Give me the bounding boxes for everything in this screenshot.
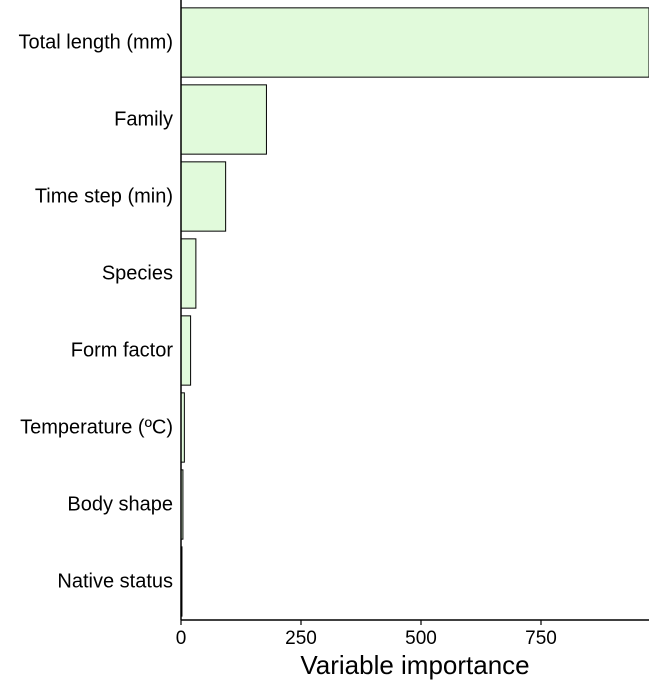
y-tick-label-1: Family xyxy=(114,109,173,131)
y-tick-label-5: Temperature (ºC) xyxy=(20,417,173,439)
bar-4 xyxy=(180,315,192,386)
bar-3 xyxy=(180,238,197,309)
bars-group xyxy=(180,7,649,617)
y-tick-label-3: Species xyxy=(102,263,173,285)
y-tick-label-2: Time step (min) xyxy=(35,186,173,208)
x-axis-title: Variable importance xyxy=(300,650,529,680)
x-ticks-group: 0 250 500 750 xyxy=(176,620,557,649)
bar-2 xyxy=(180,161,227,232)
x-tick-label-3: 750 xyxy=(525,628,557,649)
x-tick-label-1: 250 xyxy=(285,628,317,649)
y-tick-label-6: Body shape xyxy=(67,494,173,516)
bar-0 xyxy=(180,7,649,78)
y-tick-label-0: Total length (mm) xyxy=(19,32,174,54)
y-tick-labels: Total length (mm) Family Time step (min) Sp… xyxy=(19,32,174,593)
x-tick-label-0: 0 xyxy=(176,628,187,649)
y-tick-label-4: Form factor xyxy=(71,340,174,362)
y-tick-label-7: Native status xyxy=(57,571,173,593)
bar-1 xyxy=(180,84,267,155)
x-tick-label-2: 500 xyxy=(405,628,437,649)
